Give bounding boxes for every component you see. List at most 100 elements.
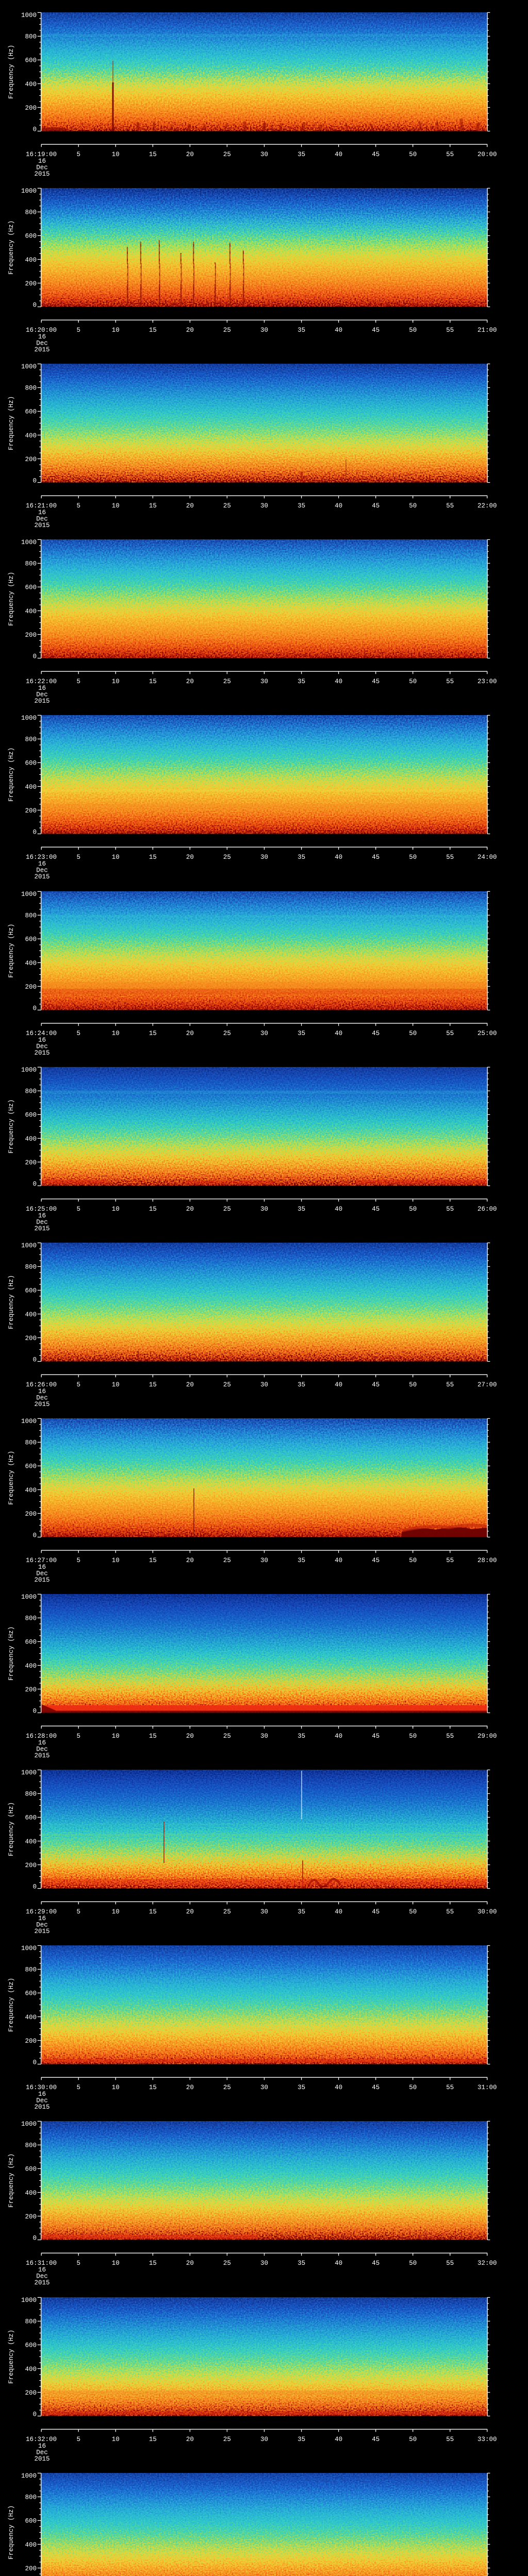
svg-text:600: 600 [25,2166,37,2173]
svg-text:400: 400 [25,960,37,967]
svg-text:1000: 1000 [21,715,37,722]
svg-text:Frequency (Hz): Frequency (Hz) [8,1626,15,1681]
svg-text:800: 800 [25,2142,37,2149]
svg-text:0: 0 [32,2411,37,2418]
svg-text:16: 16 [38,1388,46,1395]
svg-text:Dec: Dec [36,1043,48,1050]
svg-text:25: 25 [223,2260,231,2267]
svg-text:0: 0 [32,1532,37,1539]
svg-text:35: 35 [298,327,305,334]
svg-text:20: 20 [186,327,194,334]
svg-text:Dec: Dec [36,2273,48,2280]
svg-text:600: 600 [25,1815,37,1822]
svg-text:Frequency (Hz): Frequency (Hz) [8,924,15,978]
svg-text:5: 5 [76,854,80,861]
svg-text:55: 55 [446,1557,454,1564]
svg-text:16:21:00: 16:21:00 [26,502,57,510]
svg-text:16:25:00: 16:25:00 [26,1206,57,1213]
svg-text:50: 50 [409,2436,417,2443]
svg-text:Frequency (Hz): Frequency (Hz) [8,748,15,802]
svg-text:40: 40 [335,1908,342,1916]
svg-text:15: 15 [149,327,157,334]
svg-text:16: 16 [38,685,46,692]
svg-text:16:29:00: 16:29:00 [26,1908,57,1916]
svg-text:600: 600 [25,57,37,64]
svg-text:20: 20 [186,854,194,861]
svg-text:5: 5 [76,502,80,510]
svg-text:16: 16 [38,2266,46,2274]
svg-text:35: 35 [298,1381,305,1388]
svg-text:10: 10 [112,854,120,861]
svg-text:16: 16 [38,2091,46,2098]
svg-text:5: 5 [76,327,80,334]
svg-text:45: 45 [372,1733,380,1740]
svg-text:800: 800 [25,912,37,920]
svg-text:200: 200 [25,2565,37,2572]
svg-text:2015: 2015 [34,346,50,353]
svg-text:1000: 1000 [21,1242,37,1249]
svg-text:16: 16 [38,860,46,868]
svg-text:55: 55 [446,1381,454,1388]
svg-text:10: 10 [112,1557,120,1564]
svg-text:25: 25 [223,1206,231,1213]
svg-text:45: 45 [372,2260,380,2267]
svg-text:0: 0 [32,1884,37,1891]
svg-text:600: 600 [25,584,37,591]
svg-text:45: 45 [372,1030,380,1037]
svg-text:5: 5 [76,2436,80,2443]
svg-text:40: 40 [335,2436,342,2443]
svg-text:800: 800 [25,736,37,743]
svg-text:200: 200 [25,1511,37,1518]
svg-text:30: 30 [260,1733,268,1740]
svg-text:2015: 2015 [34,1577,50,1584]
svg-text:16:27:00: 16:27:00 [26,1557,57,1564]
svg-text:1000: 1000 [21,539,37,546]
svg-text:5: 5 [76,1557,80,1564]
svg-text:30: 30 [260,151,268,158]
svg-text:50: 50 [409,502,417,510]
svg-text:16:30:00: 16:30:00 [26,2084,57,2091]
svg-text:45: 45 [372,2084,380,2091]
svg-text:35: 35 [298,502,305,510]
svg-text:200: 200 [25,456,37,463]
svg-text:30: 30 [260,1557,268,1564]
svg-text:200: 200 [25,1159,37,1166]
svg-text:55: 55 [446,2260,454,2267]
svg-text:40: 40 [335,1381,342,1388]
svg-text:600: 600 [25,1463,37,1470]
svg-text:24:00: 24:00 [477,854,497,861]
svg-text:10: 10 [112,2260,120,2267]
svg-text:16:19:00: 16:19:00 [26,151,57,158]
svg-text:35: 35 [298,1908,305,1916]
svg-text:600: 600 [25,233,37,240]
svg-text:1000: 1000 [21,12,37,19]
svg-text:20: 20 [186,2436,194,2443]
svg-text:600: 600 [25,1990,37,1997]
svg-text:25: 25 [223,1381,231,1388]
svg-text:27:00: 27:00 [477,1381,497,1388]
svg-text:15: 15 [149,2436,157,2443]
svg-text:15: 15 [149,502,157,510]
svg-text:45: 45 [372,1908,380,1916]
svg-text:40: 40 [335,854,342,861]
svg-text:Frequency (Hz): Frequency (Hz) [8,1451,15,1505]
svg-text:23:00: 23:00 [477,678,497,685]
svg-text:1000: 1000 [21,2472,37,2480]
svg-text:30: 30 [260,854,268,861]
svg-text:600: 600 [25,1287,37,1295]
svg-text:28:00: 28:00 [477,1557,497,1564]
svg-text:2015: 2015 [34,171,50,178]
svg-text:400: 400 [25,608,37,615]
svg-text:20: 20 [186,1030,194,1037]
svg-text:20: 20 [186,502,194,510]
svg-text:32:00: 32:00 [477,2260,497,2267]
svg-text:16: 16 [38,333,46,341]
svg-text:50: 50 [409,327,417,334]
svg-text:15: 15 [149,1557,157,1564]
svg-text:5: 5 [76,151,80,158]
svg-text:20: 20 [186,1908,194,1916]
svg-text:Frequency (Hz): Frequency (Hz) [8,1802,15,1856]
svg-text:0: 0 [32,2059,37,2066]
svg-text:25: 25 [223,1030,231,1037]
svg-text:50: 50 [409,1030,417,1037]
